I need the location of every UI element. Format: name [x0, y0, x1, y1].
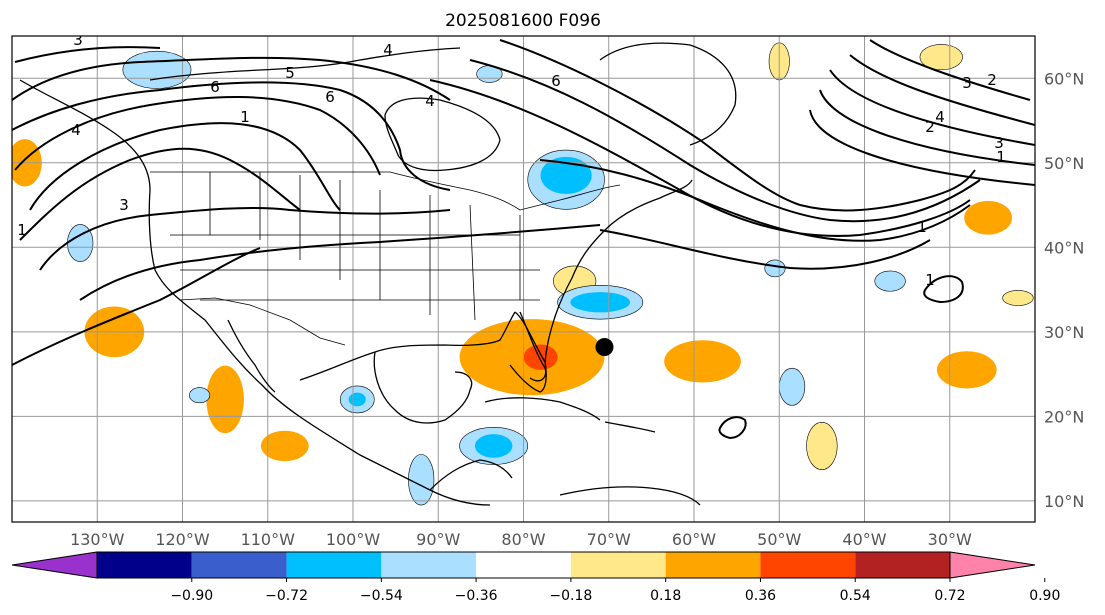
anomaly-blob — [570, 292, 631, 313]
anomaly-blob — [806, 421, 838, 470]
longitude-labels: 130°W 120°W 110°W 100°W 90°W 80°W 70°W 60°W 50°W… — [70, 530, 972, 549]
contour-label: 6 — [551, 72, 561, 90]
anomaly-blob — [964, 200, 1012, 235]
contour-label: 1 — [996, 148, 1006, 166]
latitude-label: 50°N — [1044, 154, 1084, 173]
colorbar-extend-low — [11, 551, 98, 579]
colorbar-tick-label: −0.18 — [549, 588, 592, 604]
contour-label: 5 — [285, 64, 295, 82]
colorbar-segment — [855, 552, 950, 578]
longitude-label: 100°W — [326, 530, 381, 549]
colorbar-segment — [97, 552, 192, 578]
longitude-label: 90°W — [416, 530, 460, 549]
latitude-label: 20°N — [1044, 407, 1084, 426]
contour-label: 2 — [925, 118, 935, 136]
longitude-label: 30°W — [928, 530, 972, 549]
colorbar-segment — [570, 552, 666, 578]
anomaly-blob — [764, 259, 786, 278]
colorbar — [11, 551, 1046, 582]
colorbar-segment — [665, 552, 761, 578]
anomaly-blob — [206, 365, 244, 434]
colorbar-tick-label: −0.90 — [170, 588, 213, 604]
anomaly-blob — [540, 156, 592, 195]
latitude-label: 40°N — [1044, 238, 1084, 257]
graticule — [12, 36, 1035, 522]
figure-title: 2025081600 F096 — [445, 11, 601, 31]
anomaly-blob — [408, 454, 435, 506]
longitude-label: 80°W — [501, 530, 545, 549]
map-frame — [11, 35, 1036, 523]
colorbar-tick-label: −0.72 — [265, 588, 308, 604]
anomaly-blob — [874, 270, 906, 292]
colorbar-tick-labels: −0.90 −0.72 −0.54 −0.36 −0.18 0.18 0.36 0.54 0.7… — [170, 588, 1060, 604]
colorbar-tick-label: 0.54 — [840, 588, 871, 604]
anomaly-blob — [474, 434, 513, 458]
colorbar-segment — [760, 552, 856, 578]
anomaly-blob — [348, 392, 366, 407]
longitude-label: 70°W — [587, 530, 631, 549]
anomaly-blob — [189, 387, 211, 404]
latitude-labels: 60°N 50°N 40°N 30°N 20°N 10°N — [1044, 69, 1084, 511]
height-contours — [12, 39, 1035, 440]
anomaly-blob — [664, 340, 741, 383]
colorbar-tick-label: 0.36 — [745, 588, 776, 604]
longitude-label: 110°W — [241, 530, 296, 549]
contour-label: 6 — [325, 88, 335, 106]
colorbar-segment — [286, 552, 382, 578]
contour-label: 4 — [425, 92, 435, 110]
contour-label: 6 — [210, 78, 220, 96]
contour-label: 3 — [994, 134, 1004, 152]
latitude-label: 10°N — [1044, 492, 1084, 511]
latitude-label: 60°N — [1044, 69, 1084, 88]
longitude-label: 40°W — [842, 530, 886, 549]
colorbar-extend-high — [949, 551, 1036, 579]
contour-label: 1 — [240, 108, 250, 126]
colorbar-tick-label: 0.18 — [650, 588, 681, 604]
colorbar-tick-label: 0.72 — [934, 588, 965, 604]
contour-label: 4 — [383, 41, 393, 59]
anomaly-blob — [523, 344, 558, 370]
contour-label: 3 — [73, 31, 83, 49]
storm-center-marker — [595, 338, 614, 357]
contour-label: 2 — [987, 71, 997, 89]
colorbar-segment — [381, 552, 477, 578]
colorbar-tick-label: −0.36 — [455, 588, 498, 604]
anomaly-blob — [122, 50, 192, 89]
anomaly-blob — [919, 44, 963, 71]
contour-label: 4 — [71, 121, 81, 139]
contour-label: 1 — [917, 218, 927, 236]
anomaly-blob — [1002, 290, 1034, 306]
contour-label: 3 — [119, 196, 129, 214]
longitude-label: 130°W — [70, 530, 125, 549]
contour-label: 1 — [925, 271, 935, 289]
latitude-label: 30°N — [1044, 323, 1084, 342]
longitude-label: 120°W — [155, 530, 210, 549]
colorbar-tick-label: −0.54 — [360, 588, 403, 604]
colorbar-segment — [191, 552, 287, 578]
colorbar-tick-label: 0.90 — [1029, 588, 1060, 604]
contour-label: 3 — [962, 74, 972, 92]
anomaly-blob — [260, 430, 309, 462]
colorbar-segment — [476, 552, 571, 578]
anomaly-blob — [936, 351, 997, 389]
colorbar-outline — [96, 551, 951, 579]
political-borders — [150, 171, 621, 346]
longitude-label: 50°W — [757, 530, 801, 549]
contour-label: 1 — [17, 221, 27, 239]
longitude-label: 60°W — [672, 530, 716, 549]
anomaly-blob — [778, 367, 806, 406]
contour-label: 4 — [935, 108, 945, 126]
